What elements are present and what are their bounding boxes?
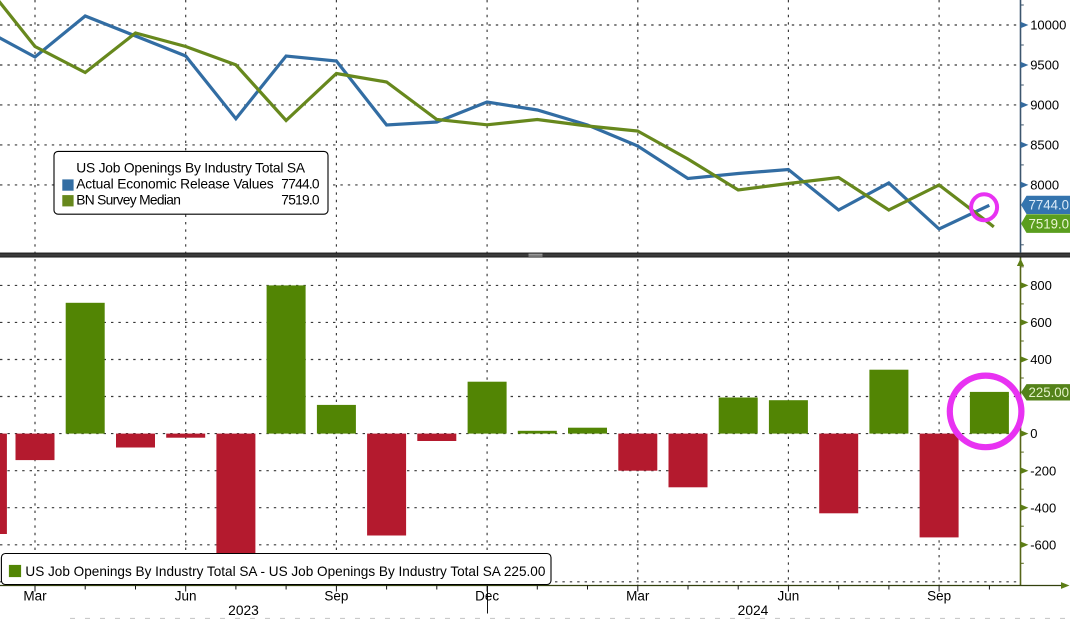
svg-text:2023: 2023 <box>228 603 259 618</box>
svg-text:225.00: 225.00 <box>1029 385 1070 400</box>
svg-text:0: 0 <box>1030 426 1037 441</box>
svg-text:BN Survey Median: BN Survey Median <box>76 192 181 207</box>
svg-text:9500: 9500 <box>1030 58 1059 73</box>
svg-text:-400: -400 <box>1030 500 1056 515</box>
svg-text:2024: 2024 <box>738 603 769 618</box>
svg-text:7519.0: 7519.0 <box>281 192 320 207</box>
svg-text:8000: 8000 <box>1030 178 1059 193</box>
svg-text:Mar: Mar <box>626 588 650 603</box>
svg-text:9000: 9000 <box>1030 98 1059 113</box>
svg-text:8500: 8500 <box>1030 138 1059 153</box>
svg-text:Sep: Sep <box>927 588 951 603</box>
svg-text:Actual Economic Release Values: Actual Economic Release Values <box>76 177 274 192</box>
svg-text:Mar: Mar <box>23 588 47 603</box>
svg-text:600: 600 <box>1030 315 1052 330</box>
svg-text:7519.0: 7519.0 <box>1029 216 1070 231</box>
svg-text:400: 400 <box>1030 352 1052 367</box>
svg-text:US Job Openings By Industry To: US Job Openings By Industry Total SA - U… <box>25 564 545 579</box>
svg-text:Jun: Jun <box>175 588 197 603</box>
svg-text:10000: 10000 <box>1030 18 1066 33</box>
svg-text:US Job Openings By Industry To: US Job Openings By Industry Total SA <box>76 161 306 176</box>
svg-text:Dec: Dec <box>475 588 499 603</box>
svg-text:Jun: Jun <box>778 588 800 603</box>
svg-text:-200: -200 <box>1030 463 1056 478</box>
svg-text:7744.0: 7744.0 <box>1029 198 1070 213</box>
svg-text:800: 800 <box>1030 278 1052 293</box>
svg-text:Sep: Sep <box>324 588 348 603</box>
svg-text:-600: -600 <box>1030 537 1056 552</box>
svg-text:7744.0: 7744.0 <box>281 177 320 192</box>
